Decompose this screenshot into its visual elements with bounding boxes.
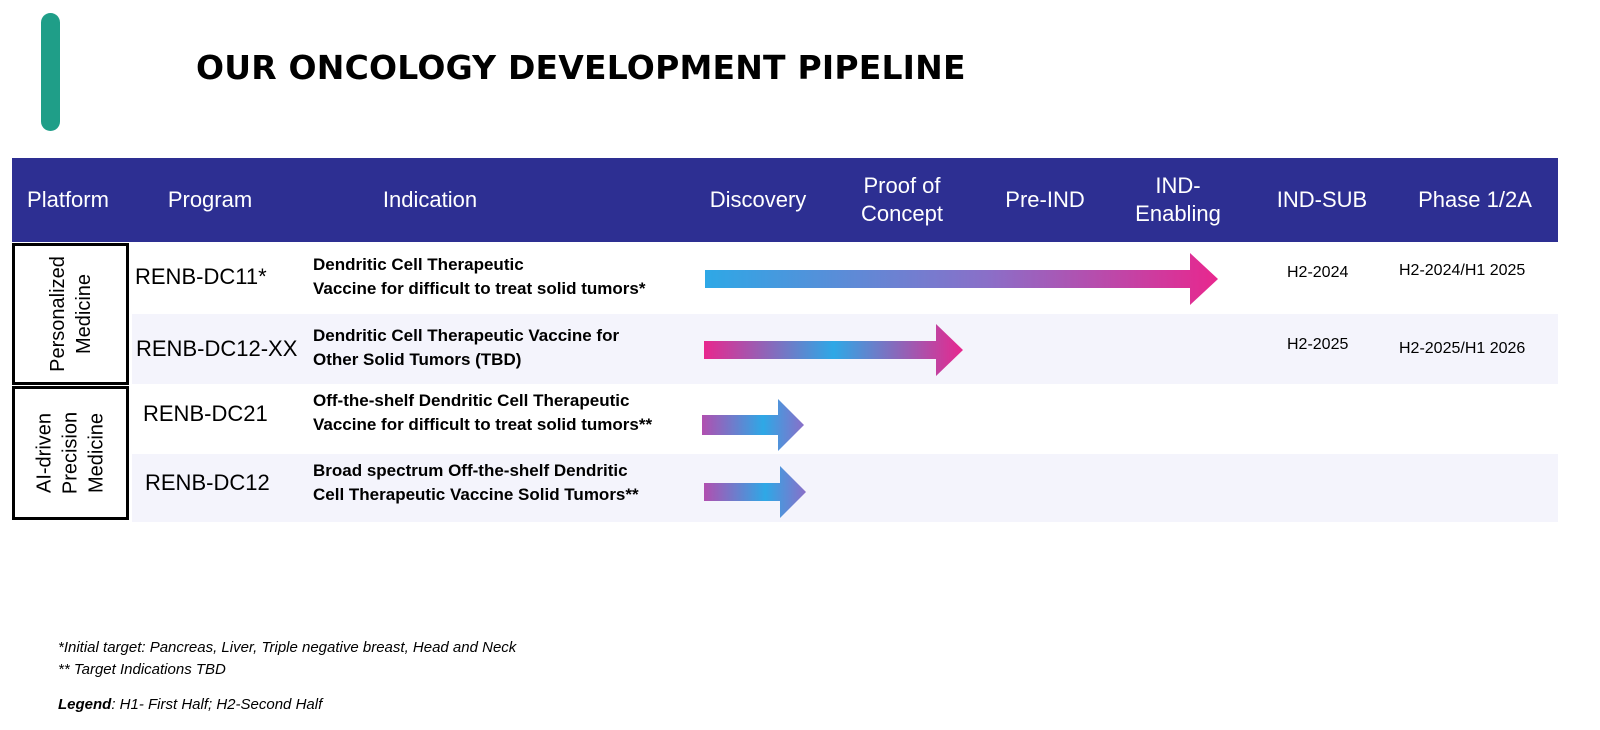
program-name: RENB-DC12 (145, 470, 270, 495)
program-indication: Broad spectrum Off-the-shelf Dendritic C… (313, 461, 639, 504)
legend-label: Legend (58, 696, 112, 713)
program-indication: Off-the-shelf Dendritic Cell Therapeutic… (313, 391, 653, 434)
column-header-indication: Indication (382, 187, 478, 212)
legend-text: : H1- First Half; H2-Second Half (111, 696, 323, 713)
column-header-ind-enabling: IND- Enabling (1135, 173, 1221, 226)
column-header-phase: Phase 1/2A (1418, 187, 1532, 212)
accent-bar (41, 13, 60, 131)
legend: Legend: H1- First Half; H2-Second Half (58, 696, 322, 713)
column-header-ind-sub: IND-SUB (1276, 187, 1368, 212)
footnote-initial-target: *Initial target: Pancreas, Liver, Triple… (58, 639, 517, 656)
column-header-pre-ind: Pre-IND (1005, 187, 1085, 212)
program-name: RENB-DC21 (143, 401, 268, 426)
program-name: RENB-DC12-XX (136, 336, 298, 361)
footnote-target-indications: ** Target Indications TBD (58, 661, 226, 678)
program-indication: Dendritic Cell Therapeutic Vaccine for O… (313, 326, 620, 369)
ind-sub-date: H2-2024 (1287, 264, 1349, 281)
phase-date: H2-2024/H1 2025 (1399, 262, 1526, 279)
progress-arrow-rdc21 (702, 399, 804, 451)
progress-arrow-rdc12xx (704, 324, 963, 376)
column-header-platform: Platform (27, 187, 109, 212)
column-header-proof-of-concept: Proof of Concept (861, 173, 943, 226)
ind-sub-date: H2-2025 (1287, 336, 1349, 353)
phase-date: H2-2025/H1 2026 (1399, 340, 1526, 357)
platform-ai-driven-precision-medicine: AI-driven Precision Medicine (12, 386, 129, 520)
column-header-discovery: Discovery (709, 187, 807, 212)
table-row (132, 454, 1558, 522)
table-row (132, 384, 1558, 454)
column-header-program: Program (167, 187, 253, 212)
platform-personalized-medicine: Personalized Medicine (12, 243, 129, 385)
program-indication: Dendritic Cell Therapeutic Vaccine for d… (313, 255, 646, 298)
progress-arrow-rdc11 (705, 253, 1218, 305)
table-header (12, 158, 1558, 242)
page-title: OUR ONCOLOGY DEVELOPMENT PIPELINE (196, 48, 966, 87)
progress-arrow-rdc12 (704, 466, 806, 518)
program-name: RENB-DC11* (135, 264, 267, 289)
